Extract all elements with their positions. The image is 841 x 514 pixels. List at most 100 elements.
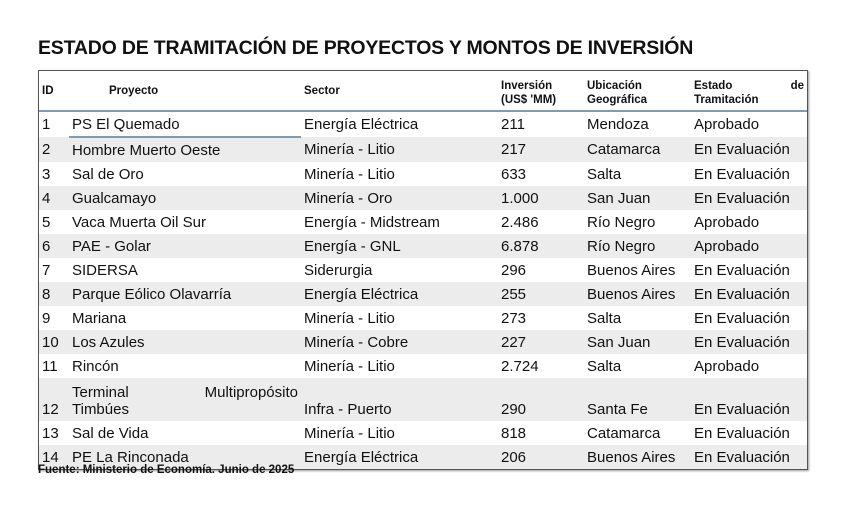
- cell-ubicacion: Río Negro: [584, 234, 691, 258]
- header-inversion: Inversión (US$ 'MM): [498, 71, 584, 112]
- cell-proyecto: Hombre Muerto Oeste: [69, 137, 301, 162]
- cell-inversion: 2.724: [501, 357, 539, 375]
- cell-proyecto: SIDERSA: [72, 261, 138, 279]
- cell-estado: En Evaluación: [691, 282, 807, 306]
- cell-sector: Minería - Litio: [304, 424, 395, 442]
- header-ubicacion: Ubicación Geográfica: [584, 71, 691, 112]
- table-row: 6 PAE - Golar Energía - GNL 6.878 Río Negro A…: [39, 234, 807, 258]
- cell-estado: En Evaluación: [691, 137, 807, 162]
- cell-ubicacion: Río Negro: [587, 213, 656, 231]
- header-estado: Estado de Tramitación: [691, 71, 807, 112]
- table-row: 7 SIDERSA Siderurgia 296 Buenos Aires En Eval…: [39, 258, 807, 282]
- table-row: 14 PE La Rinconada Energía Eléctrica 206 Bue…: [39, 445, 807, 469]
- cell-estado: En Evaluación: [694, 165, 790, 183]
- cell-proyecto: Gualcamayo: [69, 186, 301, 210]
- table-row: 13 Sal de Vida Minería - Litio 818 Catamarca…: [39, 421, 807, 445]
- cell-ubicacion: Santa Fe: [584, 378, 691, 421]
- cell-id: 10: [39, 330, 69, 354]
- cell-proyecto: Mariana: [72, 309, 127, 327]
- cell-estado: En Evaluación: [691, 378, 807, 421]
- cell-sector: Minería - Litio: [301, 137, 498, 162]
- cell-inversion: 206: [498, 445, 584, 469]
- cell-id: 4: [39, 186, 69, 210]
- cell-estado: En Evaluación: [691, 186, 807, 210]
- cell-proyecto: Los Azules: [69, 330, 301, 354]
- cell-estado: En Evaluación: [691, 330, 807, 354]
- table-row: 2 Hombre Muerto Oeste Minería - Litio 217 Ca…: [39, 137, 807, 162]
- cell-proyecto: Sal de Oro: [72, 165, 144, 183]
- cell-inversion: 818: [501, 424, 527, 442]
- source-note: Fuente: Ministerio de Economía. Junio de…: [38, 464, 295, 476]
- cell-ubicacion: Salta: [587, 357, 622, 375]
- cell-proyecto-line1a: Terminal: [72, 384, 129, 401]
- cell-inversion: 296: [501, 261, 527, 279]
- table-row: 8 Parque Eólico Olavarría Energía Eléctric…: [39, 282, 807, 306]
- cell-estado: Aprobado: [694, 213, 760, 231]
- cell-estado: En Evaluación: [694, 424, 790, 442]
- table-row: 9 Mariana Minería - Litio 273 Salta En Evalua…: [39, 306, 807, 330]
- cell-inversion: 211: [501, 116, 525, 133]
- cell-id: 3: [42, 165, 51, 183]
- cell-id: 5: [42, 213, 51, 231]
- cell-estado: Aprobado: [694, 357, 760, 375]
- cell-estado: En Evaluación: [694, 261, 790, 279]
- cell-sector: Infra - Puerto: [301, 378, 498, 421]
- header-proyecto: Proyecto: [69, 71, 301, 112]
- header-id: ID: [39, 71, 69, 112]
- cell-estado: Aprobado: [691, 234, 807, 258]
- cell-estado: En Evaluación: [691, 445, 807, 469]
- cell-inversion: 255: [498, 282, 584, 306]
- cell-sector: Minería - Litio: [304, 357, 395, 375]
- cell-id: 2: [39, 137, 69, 162]
- cell-estado: Aprobado: [694, 116, 760, 133]
- cell-ubicacion: Buenos Aires: [584, 282, 691, 306]
- cell-inversion: 227: [498, 330, 584, 354]
- cell-proyecto: PS El Quemado: [69, 111, 301, 138]
- cell-sector: Minería - Litio: [304, 309, 395, 327]
- cell-proyecto: Sal de Vida: [72, 424, 149, 442]
- cell-ubicacion: Salta: [587, 165, 622, 183]
- cell-inversion: 290: [498, 378, 584, 421]
- table-row: 4 Gualcamayo Minería - Oro 1.000 San Juan En …: [39, 186, 807, 210]
- cell-proyecto-line2: Timbúes: [72, 401, 129, 418]
- cell-sector: Energía Eléctrica: [301, 282, 498, 306]
- table-row: 12 Terminal Multipropósito Timbúes Infra - P…: [39, 378, 807, 421]
- cell-sector: Minería - Litio: [304, 165, 395, 183]
- cell-id: 11: [42, 357, 58, 375]
- cell-id: 1: [42, 116, 51, 133]
- cell-ubicacion: Mendoza: [587, 116, 649, 133]
- cell-sector: Energía Eléctrica: [301, 445, 498, 469]
- cell-proyecto: Vaca Muerta Oil Sur: [72, 213, 206, 231]
- cell-ubicacion: Buenos Aires: [587, 261, 676, 279]
- cell-ubicacion: San Juan: [584, 186, 691, 210]
- cell-id: 6: [39, 234, 69, 258]
- table-header-row: ID Proyecto Sector Inversión (US$ 'MM) Ub…: [39, 71, 807, 112]
- cell-proyecto-line1b: Multipropósito: [204, 384, 298, 401]
- cell-id: 8: [39, 282, 69, 306]
- table-title: ESTADO DE TRAMITACIÓN DE PROYECTOS Y MON…: [38, 37, 694, 59]
- table-row: 10 Los Azules Minería - Cobre 227 San Juan En…: [39, 330, 807, 354]
- cell-id: 14: [39, 445, 69, 469]
- cell-inversion: 6.878: [498, 234, 584, 258]
- cell-sector: Energía Eléctrica: [304, 116, 419, 133]
- cell-sector: Energía - GNL: [301, 234, 498, 258]
- table-row: 3 Sal de Oro Minería - Litio 633 Salta En Eva…: [39, 162, 807, 186]
- projects-table: ID Proyecto Sector Inversión (US$ 'MM) Ub…: [38, 70, 808, 470]
- cell-proyecto: PAE - Golar: [69, 234, 301, 258]
- cell-proyecto: Parque Eólico Olavarría: [69, 282, 301, 306]
- cell-inversion: 633: [501, 165, 527, 183]
- table-row: 5 Vaca Muerta Oil Sur Energía - Midstream 2…: [39, 210, 807, 234]
- cell-id: 9: [42, 309, 51, 327]
- cell-proyecto: Rincón: [72, 357, 119, 375]
- cell-ubicacion: Buenos Aires: [584, 445, 691, 469]
- cell-sector: Energía - Midstream: [304, 213, 440, 231]
- cell-id: 12: [39, 378, 69, 421]
- cell-sector: Minería - Oro: [301, 186, 498, 210]
- cell-estado: En Evaluación: [694, 309, 790, 327]
- cell-proyecto: PE La Rinconada: [69, 445, 301, 469]
- cell-id: 13: [42, 424, 59, 442]
- table-row: 11 Rincón Minería - Litio 2.724 Salta Aprobad…: [39, 354, 807, 378]
- cell-id: 7: [42, 261, 51, 279]
- header-sector: Sector: [301, 71, 498, 112]
- cell-sector: Minería - Cobre: [301, 330, 498, 354]
